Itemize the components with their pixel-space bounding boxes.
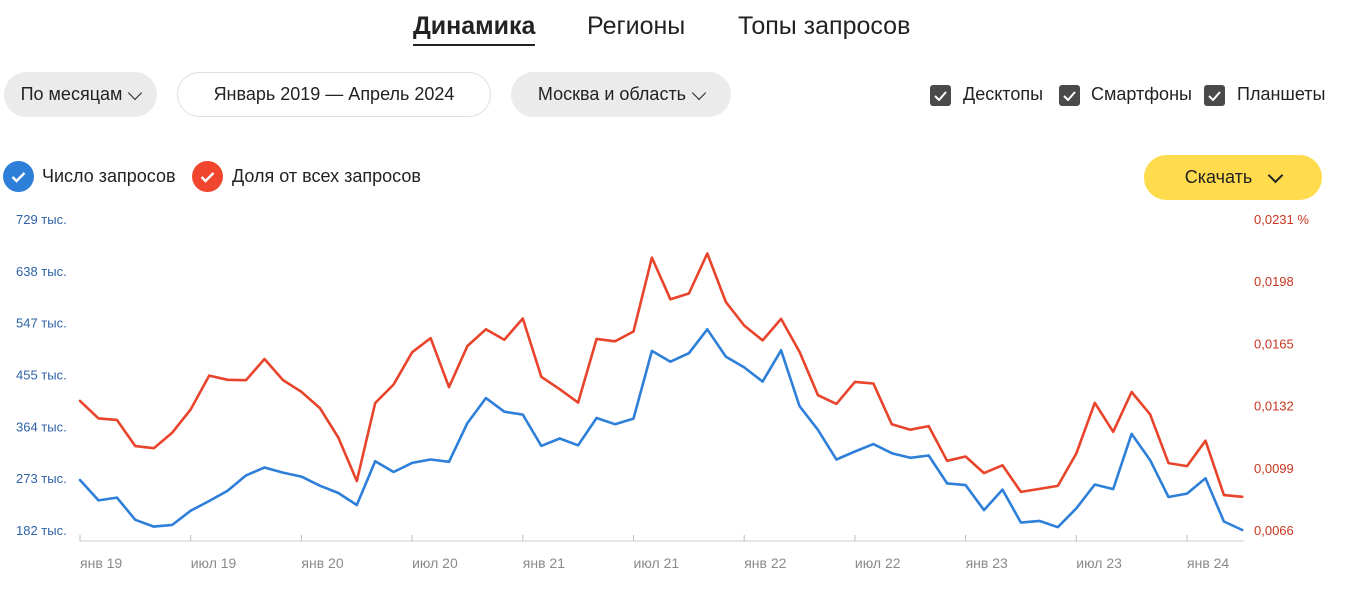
left-axis-tick-label: 364 тыс. — [16, 419, 67, 434]
date-range-picker[interactable]: Январь 2019 — Апрель 2024 — [177, 72, 491, 117]
right-axis-tick-label: 0,0066 — [1254, 523, 1294, 538]
date-range-label: Январь 2019 — Апрель 2024 — [213, 84, 455, 104]
checkmark-icon — [200, 171, 215, 183]
right-axis-tick-label: 0,0231 % — [1254, 212, 1309, 227]
query-share-toggle[interactable] — [192, 161, 223, 192]
region-dropdown-label: Москва и область — [537, 84, 687, 104]
query-count-toggle[interactable] — [3, 161, 34, 192]
x-axis-tick-label: янв 24 — [1187, 555, 1229, 571]
chevron-down-icon — [128, 85, 143, 100]
right-axis-tick-label: 0,0165 — [1254, 336, 1294, 351]
x-axis-tick-label: янв 22 — [744, 555, 786, 571]
query-share-legend-label: Доля от всех запросов — [232, 166, 421, 186]
x-axis-tick-label: янв 20 — [301, 555, 343, 571]
x-axis-tick-label: июл 22 — [855, 555, 901, 571]
tab-regions[interactable]: Регионы — [587, 12, 686, 40]
chevron-down-icon — [692, 85, 707, 100]
tab-top-queries[interactable]: Топы запросов — [738, 12, 911, 40]
smartphone-checkbox[interactable] — [1059, 85, 1080, 106]
x-axis-tick-label: янв 21 — [523, 555, 565, 571]
region-dropdown[interactable]: Москва и область — [511, 72, 731, 117]
right-axis-tick-label: 0,0132 — [1254, 399, 1294, 414]
left-axis-tick-label: 455 тыс. — [16, 368, 67, 383]
x-axis-tick-label: июл 19 — [191, 555, 237, 571]
right-axis-tick-label: 0,0198 — [1254, 274, 1294, 289]
tablet-checkbox[interactable] — [1204, 85, 1225, 106]
tab-dynamics[interactable]: Динамика — [413, 12, 536, 46]
chevron-down-icon — [1267, 167, 1284, 184]
left-axis-tick-label: 273 тыс. — [16, 471, 67, 486]
tablet-checkbox-label: Планшеты — [1237, 84, 1326, 104]
x-axis-tick-label: июл 21 — [634, 555, 680, 571]
x-axis-tick-label: июл 23 — [1076, 555, 1122, 571]
query-share-line — [78, 252, 1244, 499]
period-dropdown[interactable]: По месяцам — [4, 72, 157, 117]
checkmark-icon — [1063, 90, 1076, 101]
x-axis-tick-label: июл 20 — [412, 555, 458, 571]
query-count-line — [78, 328, 1244, 532]
download-button-label: Скачать — [1184, 167, 1253, 187]
x-axis-tick-label: янв 23 — [966, 555, 1008, 571]
left-axis-tick-label: 729 тыс. — [16, 212, 67, 227]
view-tabs: Динамика Регионы Топы запросов — [0, 12, 1345, 52]
checkmark-icon — [1208, 90, 1221, 101]
dynamics-chart: 729 тыс. 638 тыс. 547 тыс. 455 тыс. 364 тыс.… — [16, 212, 1309, 571]
checkmark-icon — [934, 90, 947, 101]
checkmark-icon — [11, 171, 26, 183]
smartphone-checkbox-label: Смартфоны — [1091, 84, 1192, 104]
desktop-checkbox[interactable] — [930, 85, 951, 106]
left-axis-tick-label: 182 тыс. — [16, 523, 67, 538]
left-axis-tick-label: 547 тыс. — [16, 316, 67, 331]
left-axis-tick-label: 638 тыс. — [16, 264, 67, 279]
download-button[interactable]: Скачать — [1144, 155, 1322, 200]
x-axis-tick-label: янв 19 — [80, 555, 122, 571]
period-dropdown-label: По месяцам — [20, 84, 123, 104]
desktop-checkbox-label: Десктопы — [963, 84, 1044, 104]
right-axis-tick-label: 0,0099 — [1254, 461, 1294, 476]
query-count-legend-label: Число запросов — [42, 166, 176, 186]
